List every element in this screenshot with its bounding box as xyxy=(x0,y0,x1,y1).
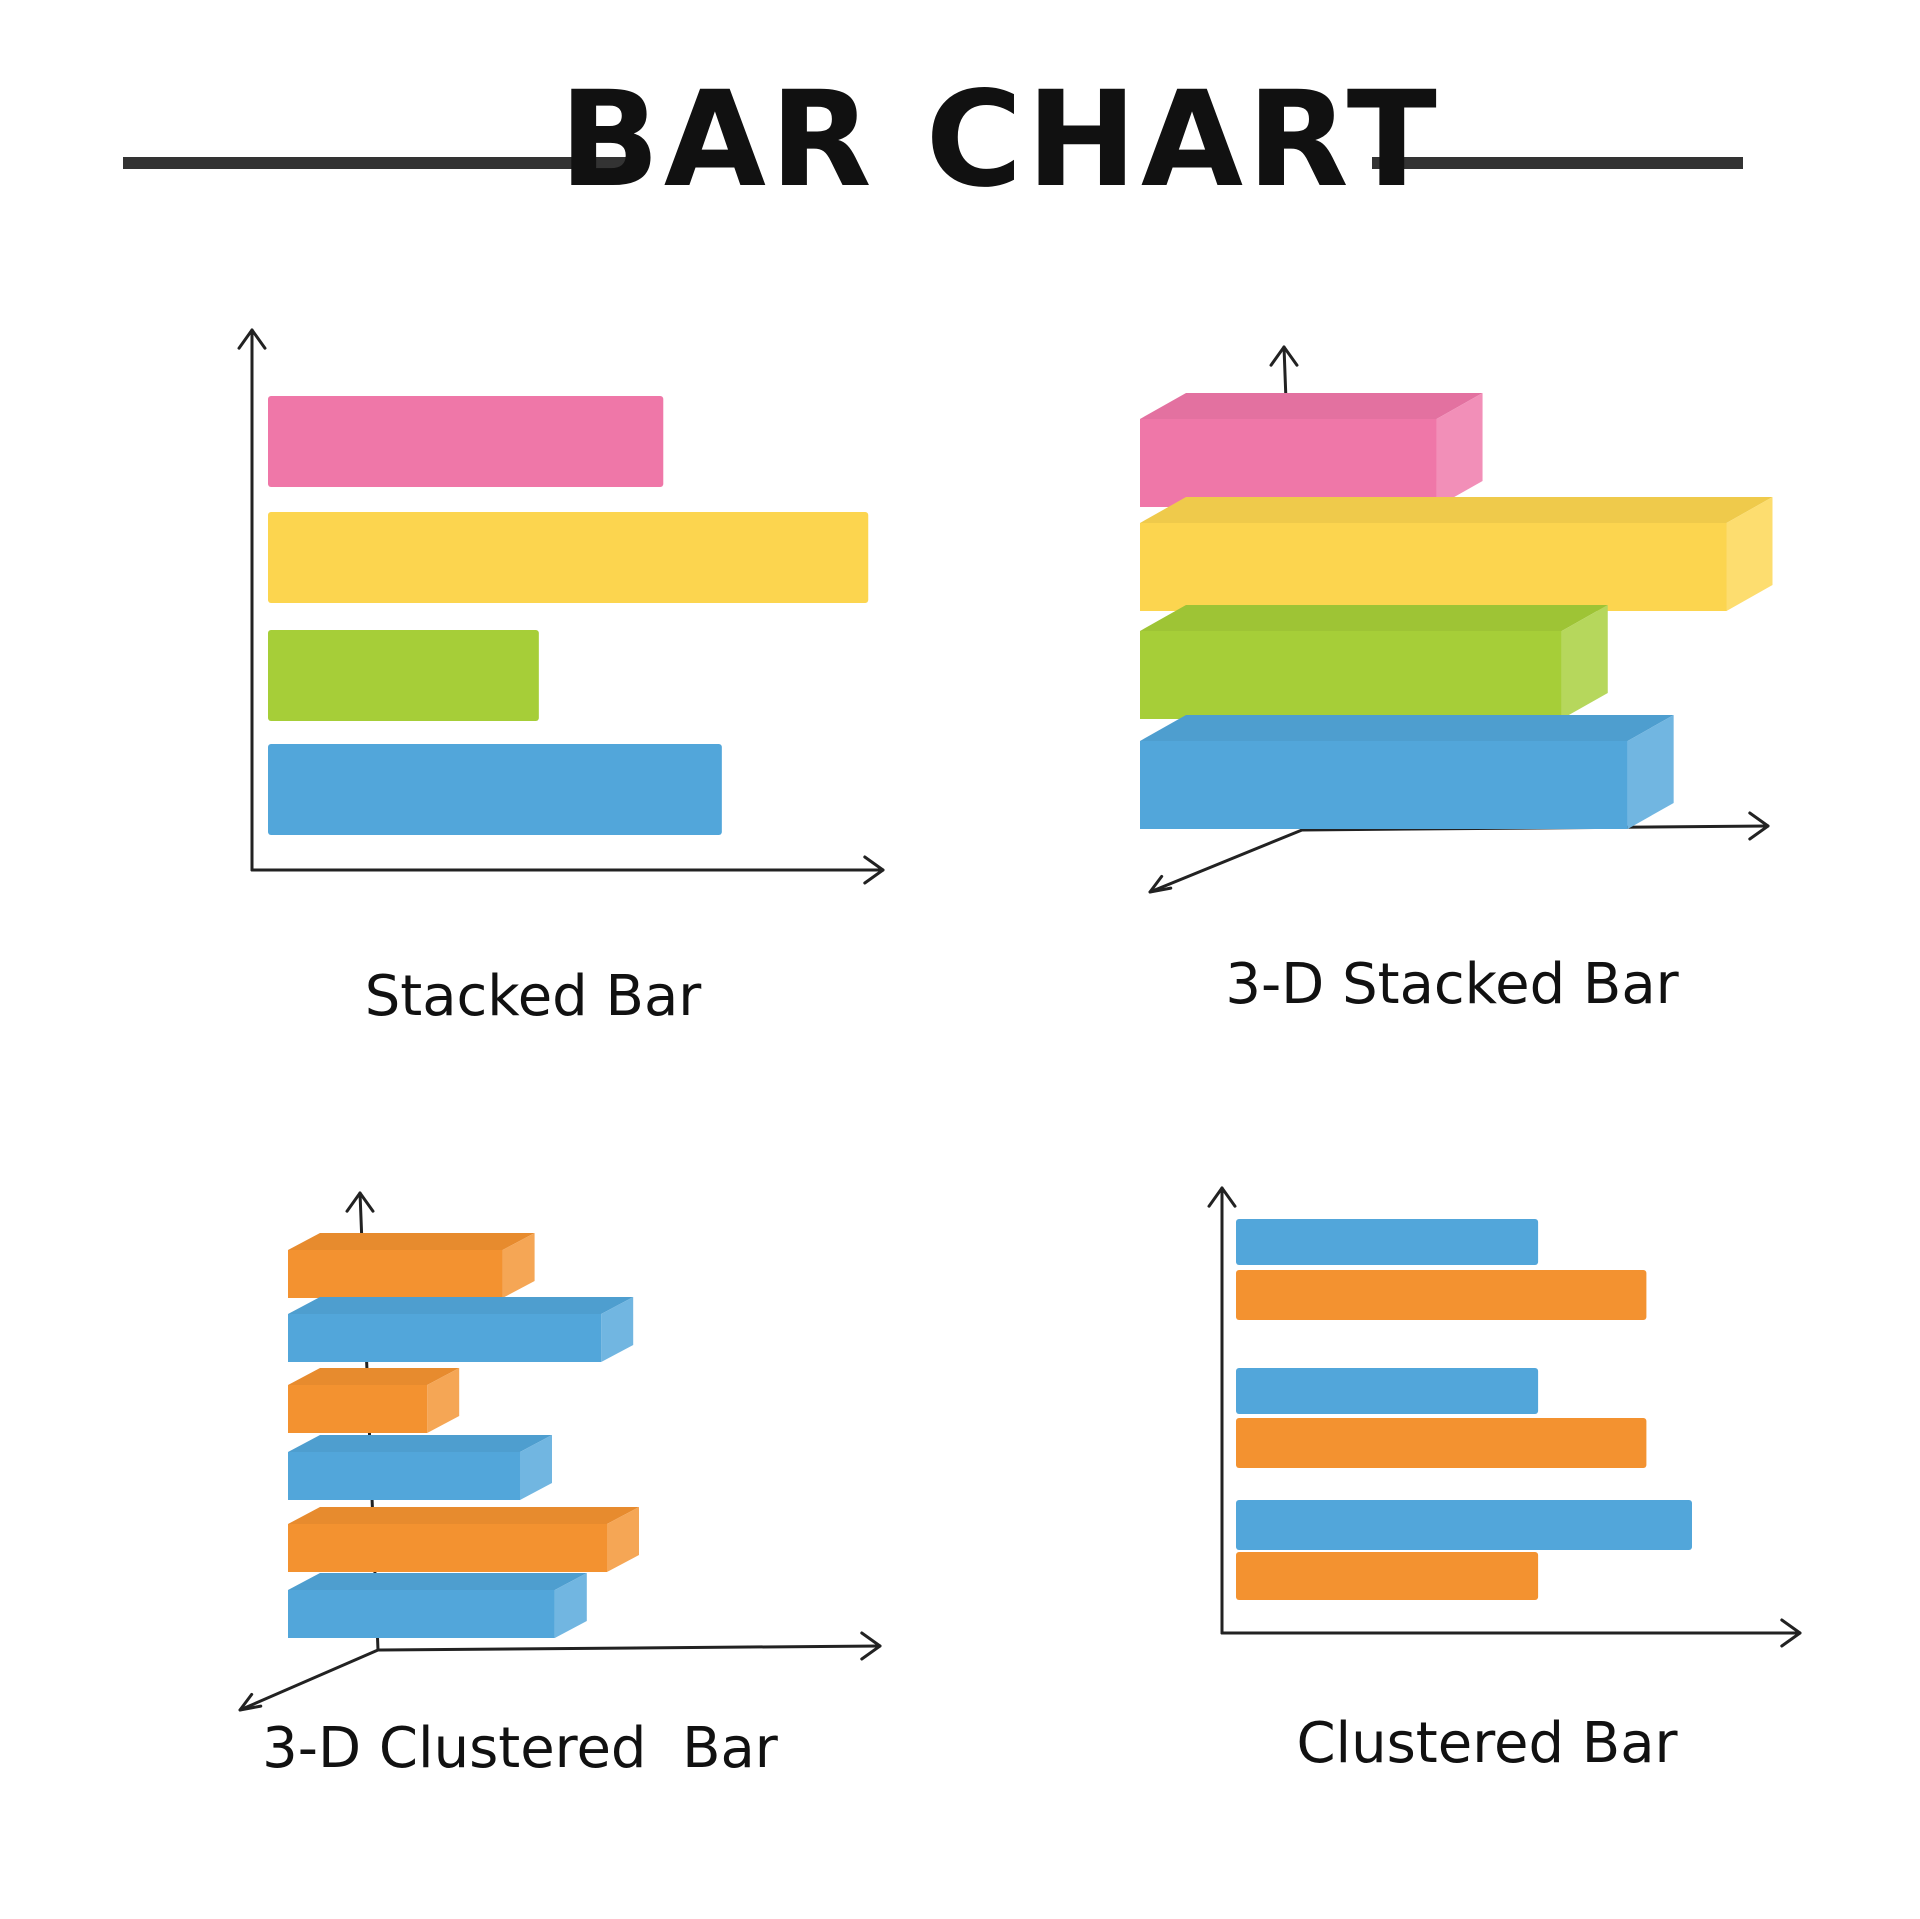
bar xyxy=(1140,523,1727,611)
bar xyxy=(1236,1368,1539,1414)
bar-top-face xyxy=(288,1435,552,1452)
stacked-bar-chart xyxy=(237,328,885,885)
bar-top-face xyxy=(288,1233,535,1250)
3d-clustered-bar-chart xyxy=(238,1191,882,1712)
x-axis-arrow xyxy=(1748,811,1770,841)
bar xyxy=(288,1524,607,1572)
bar-side-face xyxy=(427,1368,460,1433)
bar xyxy=(1140,741,1628,829)
bar xyxy=(268,396,664,487)
chart-label-stacked-bar: Stacked Bar xyxy=(365,964,703,1029)
bar-side-face xyxy=(1726,497,1773,611)
bar xyxy=(288,1452,520,1500)
bar xyxy=(1236,1219,1539,1265)
chart-label-3d-clustered-bar: 3-D Clustered Bar xyxy=(262,1716,779,1781)
bar-side-face xyxy=(1627,715,1674,829)
bar-side-face xyxy=(607,1507,639,1572)
bar xyxy=(1236,1500,1692,1550)
y-axis-arrow xyxy=(345,1191,375,1213)
x-axis-arrow xyxy=(863,855,885,885)
bar-side-face xyxy=(601,1297,634,1362)
x-axis-arrow xyxy=(860,1631,882,1661)
bar xyxy=(1236,1418,1647,1468)
bar xyxy=(288,1250,503,1298)
3d-stacked-bar-chart xyxy=(1140,345,1773,894)
bar xyxy=(288,1590,555,1638)
bar xyxy=(1140,631,1562,719)
y-axis-arrow xyxy=(237,328,267,350)
y-axis-arrow xyxy=(1269,345,1299,367)
bar xyxy=(288,1314,602,1362)
y-axis-arrow xyxy=(1207,1186,1237,1208)
bar xyxy=(1236,1270,1647,1320)
bar-top-face xyxy=(1140,497,1773,523)
bar xyxy=(288,1385,428,1433)
bar xyxy=(268,630,539,721)
bar xyxy=(268,744,722,835)
bar-side-face xyxy=(1436,393,1483,507)
bar xyxy=(1140,419,1437,507)
bar-side-face xyxy=(520,1435,552,1500)
bar-top-face xyxy=(288,1507,639,1524)
page-title: BAR CHART xyxy=(559,63,1441,217)
z-axis-arrow xyxy=(238,1692,263,1712)
bar-top-face xyxy=(1140,393,1483,419)
bar-top-face xyxy=(1140,715,1674,741)
bar-side-face xyxy=(554,1573,587,1638)
x-axis-arrow xyxy=(1780,1618,1802,1648)
x-axis-line xyxy=(376,1644,882,1652)
bar xyxy=(1236,1552,1539,1600)
chart-label-3d-stacked-bar: 3-D Stacked Bar xyxy=(1225,952,1679,1017)
bar-top-face xyxy=(288,1297,634,1314)
chart-label-clustered-bar: Clustered Bar xyxy=(1296,1711,1678,1776)
bar-top-face xyxy=(288,1368,460,1385)
bar xyxy=(268,512,869,603)
z-axis-line xyxy=(1148,828,1304,894)
bar-top-face xyxy=(1140,605,1608,631)
clustered-bar-chart xyxy=(1207,1186,1802,1648)
z-axis-line xyxy=(238,1648,380,1712)
bar-side-face xyxy=(1561,605,1608,719)
bar-top-face xyxy=(288,1573,587,1590)
bar-side-face xyxy=(502,1233,535,1298)
z-axis-arrow xyxy=(1148,874,1173,894)
